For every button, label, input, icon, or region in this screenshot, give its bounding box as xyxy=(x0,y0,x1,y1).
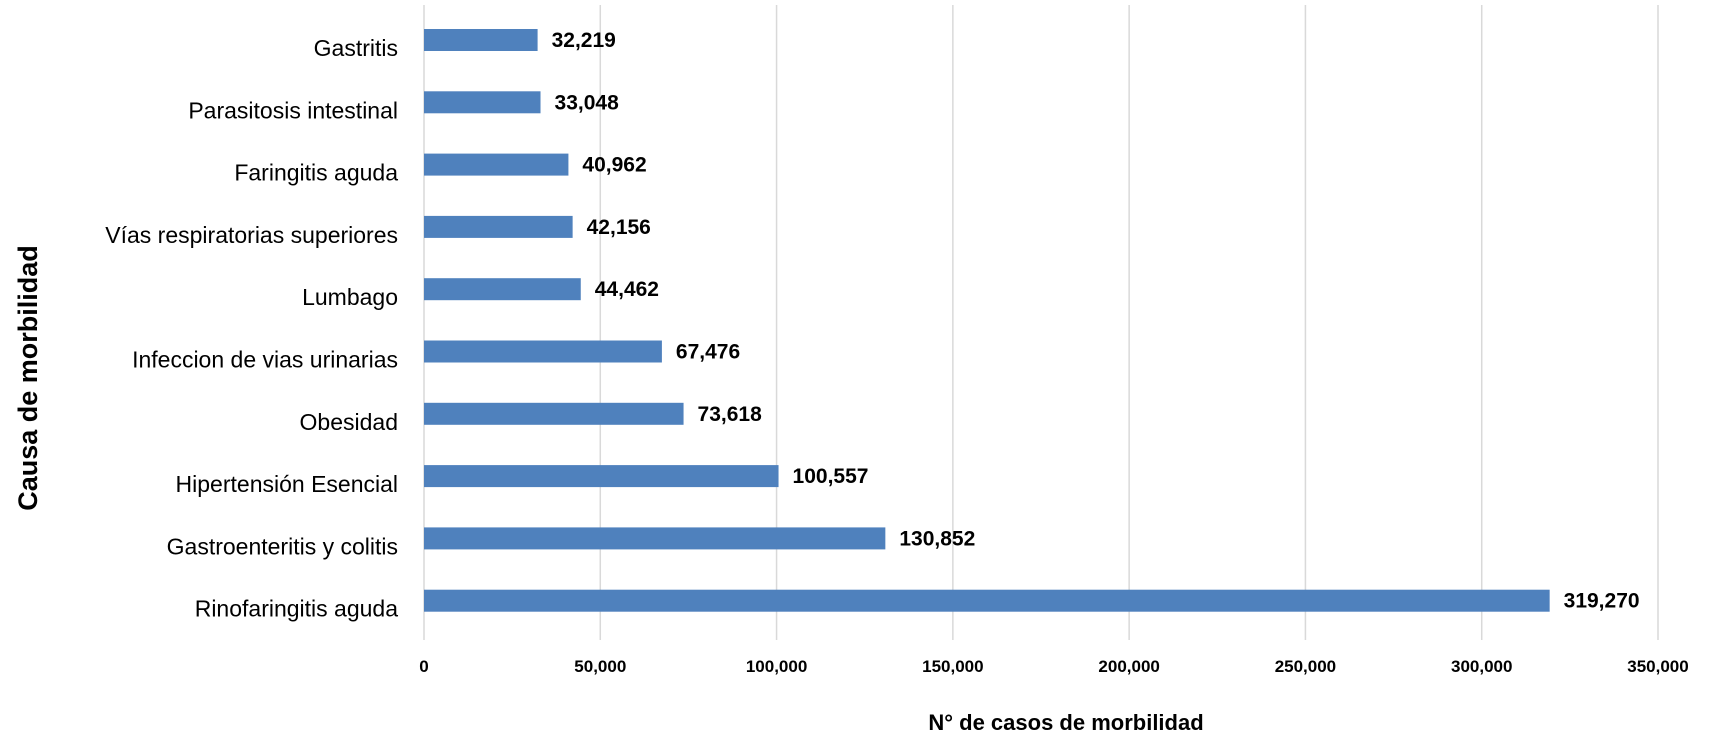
data-label: 44,462 xyxy=(595,278,659,301)
bar xyxy=(424,215,573,238)
bar xyxy=(424,153,569,176)
x-tick-label: 0 xyxy=(419,657,428,676)
bar xyxy=(424,527,886,550)
category-label: Rinofaringitis aguda xyxy=(195,596,399,622)
data-label: 42,156 xyxy=(587,216,651,239)
x-tick-label: 150,000 xyxy=(922,657,983,676)
y-axis-title: Causa de morbilidad xyxy=(13,245,43,511)
data-label: 100,557 xyxy=(793,465,869,488)
category-label: Obesidad xyxy=(300,409,398,435)
category-label: Gastroenteritis y colitis xyxy=(167,533,398,559)
bar xyxy=(424,589,1550,612)
bar xyxy=(424,465,779,488)
x-tick-label: 300,000 xyxy=(1451,657,1512,676)
data-label: 40,962 xyxy=(582,154,646,177)
x-axis-title: N° de casos de morbilidad xyxy=(928,710,1203,733)
bar xyxy=(424,29,538,51)
data-label: 32,219 xyxy=(552,29,616,52)
category-label: Hipertensión Esencial xyxy=(176,471,398,497)
data-label: 67,476 xyxy=(676,341,740,364)
data-label: 130,852 xyxy=(899,527,975,550)
gridlines xyxy=(423,5,1659,640)
x-tick-label: 350,000 xyxy=(1627,657,1688,676)
category-labels: Gastritis Parasitosis intestinal Faringiti… xyxy=(105,35,398,622)
data-label: 33,048 xyxy=(555,91,620,114)
bar xyxy=(424,340,662,363)
category-label: Infeccion de vias urinarias xyxy=(132,347,398,373)
category-label: Parasitosis intestinal xyxy=(188,97,398,123)
data-label: 73,618 xyxy=(698,403,763,426)
x-tick-labels: 0 50,000 100,000 150,000 200,000 250,000 300,0… xyxy=(419,657,1688,676)
category-label: Gastritis xyxy=(314,35,398,61)
category-label: Faringitis aguda xyxy=(234,160,398,186)
category-label: Lumbago xyxy=(302,284,398,310)
x-tick-label: 50,000 xyxy=(574,657,626,676)
x-tick-label: 200,000 xyxy=(1098,657,1159,676)
bar xyxy=(424,278,581,301)
category-label: Vías respiratorias superiores xyxy=(105,222,398,248)
bar xyxy=(424,91,541,114)
x-tick-label: 250,000 xyxy=(1275,657,1336,676)
x-tick-label: 100,000 xyxy=(746,657,807,676)
bars xyxy=(424,29,1550,612)
data-label: 319,270 xyxy=(1564,590,1640,613)
bar xyxy=(424,402,684,425)
data-labels: 32,219 33,048 40,962 42,156 44,462 67,476 73,6… xyxy=(552,29,1640,613)
